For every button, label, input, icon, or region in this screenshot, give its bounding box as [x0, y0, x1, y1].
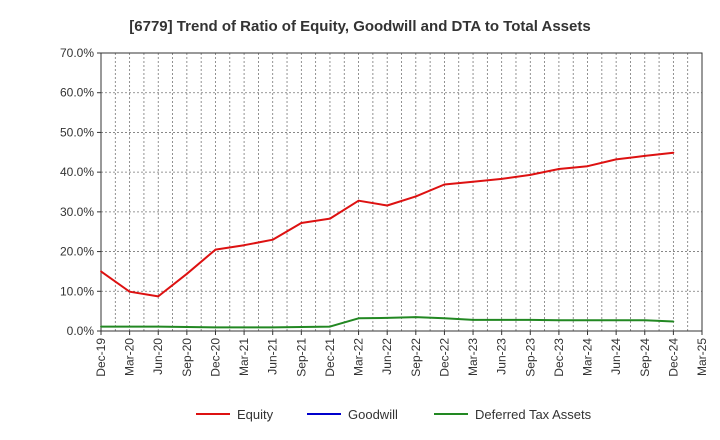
- x-tick-label: Mar-24: [581, 338, 595, 376]
- data-point-equity: [672, 151, 675, 154]
- data-point-equity: [300, 222, 303, 224]
- data-point-equity: [214, 248, 217, 251]
- x-tick-label: Jun-24: [609, 338, 623, 375]
- x-tick-label: Dec-24: [666, 338, 680, 377]
- x-tick-label: Dec-23: [552, 338, 566, 377]
- x-tick-label: Sep-21: [294, 338, 308, 377]
- data-point-equity: [271, 238, 274, 241]
- x-tick-label: Dec-21: [323, 338, 337, 377]
- legend-label-deferred-tax-assets: Deferred Tax Assets: [475, 407, 592, 422]
- data-point-equity: [386, 204, 389, 207]
- data-point-deferred-tax-assets: [128, 325, 131, 328]
- data-point-deferred-tax-assets: [157, 325, 160, 328]
- data-point-deferred-tax-assets: [271, 326, 274, 329]
- y-tick-label: 20.0%: [60, 245, 94, 259]
- legend-label-equity: Equity: [237, 407, 274, 422]
- data-point-equity: [186, 272, 188, 275]
- grid: [101, 53, 702, 331]
- x-tick-label: Dec-20: [208, 338, 222, 377]
- data-point-equity: [414, 195, 417, 198]
- data-point-deferred-tax-assets: [443, 317, 446, 320]
- data-point-deferred-tax-assets: [529, 319, 532, 321]
- x-tick-label: Sep-24: [638, 338, 652, 377]
- data-point-equity: [329, 217, 331, 220]
- x-tick-label: Sep-23: [523, 338, 537, 377]
- x-tick-label: Sep-22: [409, 338, 423, 377]
- y-tick-label: 70.0%: [60, 46, 94, 60]
- data-point-deferred-tax-assets: [643, 319, 646, 322]
- x-tick-label: Jun-21: [266, 338, 280, 375]
- data-point-deferred-tax-assets: [586, 319, 589, 322]
- data-point-deferred-tax-assets: [500, 319, 503, 321]
- data-point-deferred-tax-assets: [243, 326, 246, 329]
- y-axis: 0.0% 10.0% 20.0% 30.0% 40.0% 50.0% 60.0% 70.0%: [60, 46, 101, 338]
- data-point-deferred-tax-assets: [414, 316, 417, 318]
- x-tick-label: Jun-20: [151, 338, 165, 375]
- y-tick-label: 30.0%: [60, 205, 94, 219]
- x-tick-label: Mar-25: [695, 338, 709, 376]
- x-axis: Dec-19 Mar-20 Jun-20 Sep-20 Dec-20 Mar-21 Jun-…: [94, 331, 709, 377]
- x-tick-label: Mar-21: [237, 338, 251, 376]
- data-point-deferred-tax-assets: [472, 319, 474, 321]
- chart-title: [6779] Trend of Ratio of Equity, Goodwil…: [129, 18, 590, 35]
- data-point-deferred-tax-assets: [214, 326, 217, 329]
- data-point-equity: [615, 158, 617, 161]
- x-tick-label: Mar-20: [123, 338, 137, 376]
- data-point-deferred-tax-assets: [100, 325, 102, 328]
- y-tick-label: 50.0%: [60, 125, 94, 139]
- data-point-equity: [157, 295, 160, 298]
- legend-label-goodwill: Goodwill: [348, 407, 398, 422]
- x-tick-label: Jun-23: [495, 338, 509, 375]
- data-point-deferred-tax-assets: [300, 326, 303, 328]
- y-tick-label: 40.0%: [60, 165, 94, 179]
- data-point-deferred-tax-assets: [386, 317, 389, 319]
- data-point-equity: [357, 199, 360, 202]
- y-tick-label: 60.0%: [60, 86, 94, 100]
- data-point-equity: [529, 174, 532, 176]
- data-point-equity: [500, 178, 503, 180]
- legend: Equity Goodwill Deferred Tax Assets: [196, 407, 592, 422]
- series-layer: [100, 151, 675, 329]
- data-point-equity: [558, 168, 560, 170]
- x-tick-label: Dec-19: [94, 338, 108, 377]
- x-tick-label: Mar-23: [466, 338, 480, 376]
- data-point-deferred-tax-assets: [615, 319, 617, 322]
- plot-area: [100, 52, 703, 332]
- x-tick-label: Sep-20: [180, 338, 194, 377]
- data-point-equity: [128, 290, 131, 293]
- y-tick-label: 0.0%: [67, 324, 95, 338]
- data-point-equity: [443, 183, 446, 186]
- data-point-deferred-tax-assets: [558, 319, 560, 322]
- x-tick-label: Dec-22: [437, 338, 451, 377]
- data-point-deferred-tax-assets: [357, 317, 360, 320]
- data-point-equity: [643, 155, 646, 157]
- data-point-deferred-tax-assets: [672, 320, 675, 323]
- data-point-equity: [243, 244, 246, 247]
- data-point-deferred-tax-assets: [186, 326, 188, 328]
- x-tick-label: Mar-22: [352, 338, 366, 376]
- data-point-equity: [100, 270, 102, 273]
- x-tick-label: Jun-22: [380, 338, 394, 375]
- data-point-equity: [586, 165, 589, 168]
- y-tick-label: 10.0%: [60, 284, 94, 298]
- data-point-equity: [472, 180, 474, 183]
- data-point-deferred-tax-assets: [329, 325, 331, 328]
